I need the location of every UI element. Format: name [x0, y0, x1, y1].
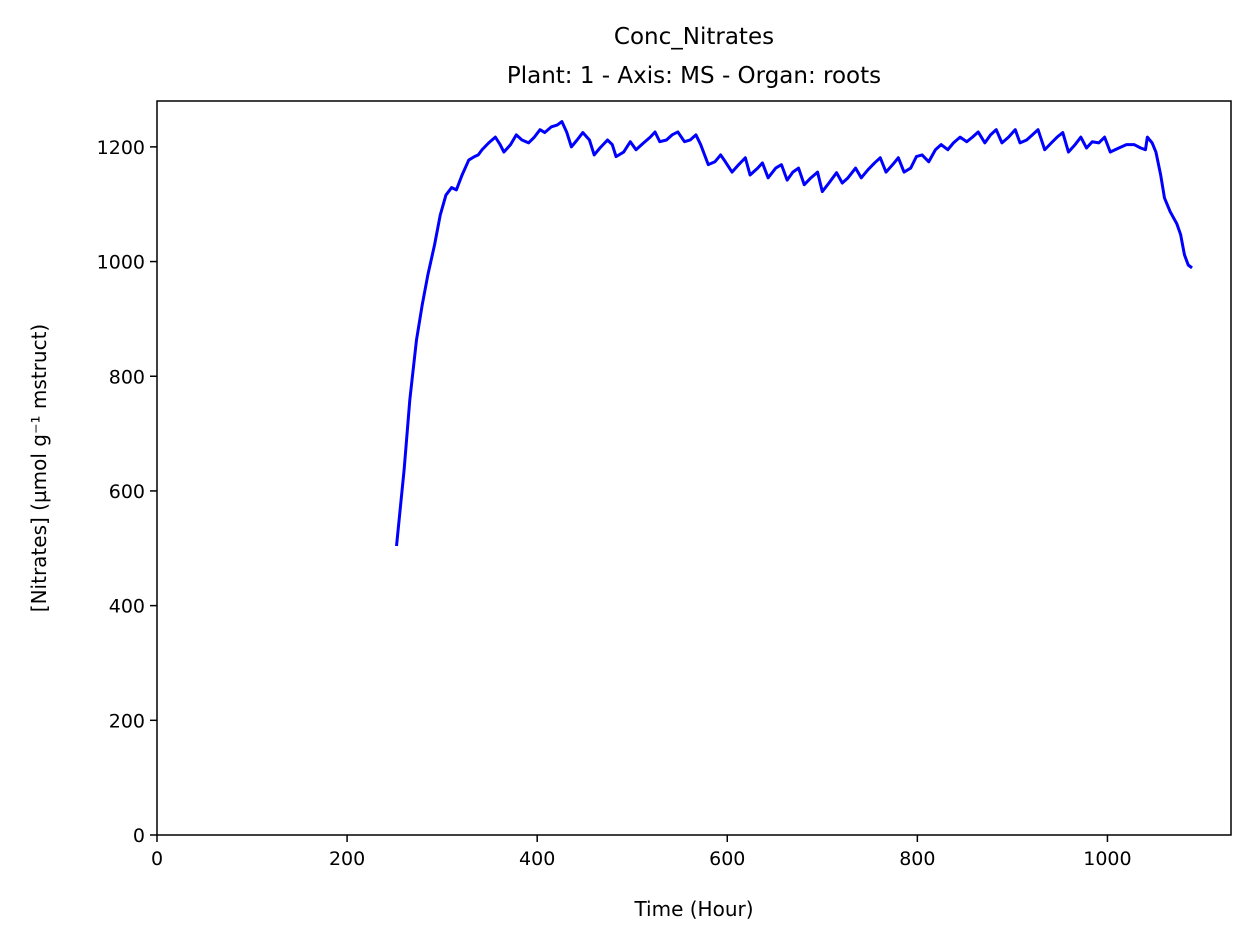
x-axis-label: Time (Hour)	[633, 897, 753, 921]
plot-frame	[156, 100, 1232, 836]
y-tick-label: 400	[109, 596, 145, 618]
x-tick-label: 400	[519, 848, 555, 870]
x-tick-label: 200	[329, 848, 365, 870]
y-tick-label: 1000	[97, 252, 145, 274]
chart-title: Conc_Nitrates	[614, 24, 774, 50]
y-tick-label: 600	[109, 481, 145, 503]
x-tick-label: 800	[899, 848, 935, 870]
y-tick-label: 200	[109, 710, 145, 732]
y-tick-label: 1200	[97, 137, 145, 159]
x-tick-label: 600	[709, 848, 745, 870]
y-tick-label: 0	[133, 825, 145, 847]
y-tick-label: 800	[109, 366, 145, 388]
data-line	[395, 120, 1193, 547]
y-axis-label: [Nitrates] (µmol g⁻¹ mstruct)	[27, 324, 51, 612]
x-tick-label: 0	[151, 848, 163, 870]
x-tick-label: 1000	[1083, 848, 1131, 870]
chart-subtitle: Plant: 1 - Axis: MS - Organ: roots	[507, 63, 881, 89]
